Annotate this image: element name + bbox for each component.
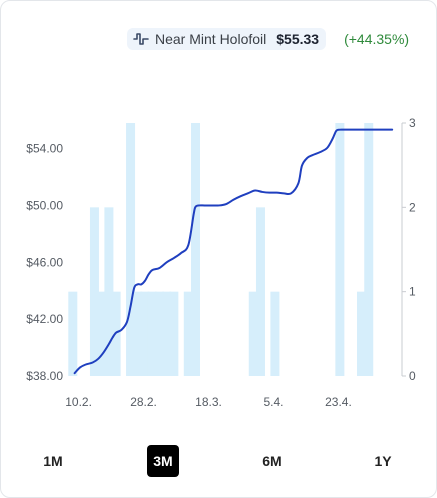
left-axis-tick-label: $38.00 xyxy=(26,369,63,383)
right-axis-tick-label: 2 xyxy=(409,200,416,214)
volume-bar xyxy=(169,291,179,376)
volume-bar xyxy=(183,291,193,376)
range-6m-button[interactable]: 6M xyxy=(262,453,282,469)
volume-bar xyxy=(154,291,164,376)
range-3m-button[interactable]: 3M xyxy=(147,445,179,477)
legend-series-pill[interactable]: Near Mint Holofoil $55.33 xyxy=(127,28,327,50)
volume-bar xyxy=(255,207,265,376)
volume-bar xyxy=(68,291,78,376)
pulse-line-icon xyxy=(133,33,149,45)
left-axis-tick-label: $50.00 xyxy=(26,198,63,212)
volume-bars xyxy=(68,123,374,376)
volume-bar xyxy=(147,291,157,376)
right-axis-tick-label: 1 xyxy=(409,285,416,299)
chart-legend[interactable]: Near Mint Holofoil $55.33 (+44.35%) xyxy=(127,28,409,50)
volume-bar xyxy=(270,291,280,376)
volume-bar xyxy=(126,123,136,376)
volume-bar xyxy=(357,291,367,376)
volume-bar xyxy=(104,207,114,376)
price-line xyxy=(73,128,394,375)
range-1m-button[interactable]: 1M xyxy=(43,453,63,469)
volume-bar xyxy=(133,291,143,376)
x-axis-tick-label: 28.2. xyxy=(130,395,157,409)
price-line-layer xyxy=(73,128,394,375)
legend-price-change: (+44.35%) xyxy=(344,31,410,47)
volume-bar xyxy=(248,291,258,376)
legend-current-price: $55.33 xyxy=(276,31,320,47)
x-axis-tick-label: 23.4. xyxy=(325,395,352,409)
range-1y-button[interactable]: 1Y xyxy=(374,453,392,469)
legend-series-name: Near Mint Holofoil xyxy=(155,31,267,47)
x-axis-tick-label: 5.4. xyxy=(263,395,283,409)
x-axis-tick-label: 10.2. xyxy=(65,395,92,409)
x-axis: 10.2. 28.2. 18.3. 5.4. 23.4. xyxy=(65,395,352,409)
x-axis-tick-label: 18.3. xyxy=(195,395,222,409)
left-axis-tick-label: $42.00 xyxy=(26,312,63,326)
left-axis: $38.00 $42.00 $46.00 $50.00 $54.00 xyxy=(26,142,63,383)
range-selector: 1M 3M 6M 1Y xyxy=(1,445,437,477)
right-axis: 0 1 2 3 xyxy=(401,116,416,383)
right-axis-tick-label: 3 xyxy=(409,116,416,130)
volume-bar xyxy=(97,291,107,376)
left-axis-tick-label: $46.00 xyxy=(26,255,63,269)
left-axis-tick-label: $54.00 xyxy=(26,142,63,156)
volume-bar xyxy=(364,123,374,376)
volume-bar xyxy=(335,123,345,376)
volume-bar xyxy=(162,291,172,376)
right-axis-tick-label: 0 xyxy=(409,369,416,383)
volume-bar xyxy=(89,207,99,376)
volume-bar xyxy=(140,291,150,376)
price-chart: $38.00 $42.00 $46.00 $50.00 $54.00 0 1 2 3 10.2… xyxy=(26,116,416,409)
volume-bar xyxy=(191,123,201,376)
